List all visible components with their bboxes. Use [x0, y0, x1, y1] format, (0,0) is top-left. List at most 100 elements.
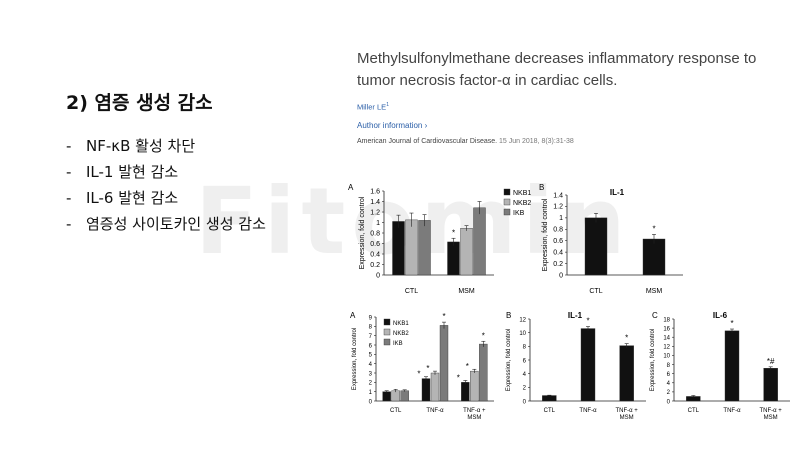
- slide-heading: 2) 염증 생성 감소: [66, 92, 213, 114]
- y-tick-label: 0.8: [370, 230, 380, 237]
- chart-top-b: B IL-1 0 0.2 0.4 0.6 0.8 1 1.2 1.4 Expression, fol…: [539, 183, 683, 295]
- x-tick-label: CTL: [405, 288, 418, 295]
- bar: [724, 330, 740, 402]
- significance-mark: *#: [767, 357, 775, 366]
- legend-swatch: [503, 188, 511, 196]
- chart-title: IL-6: [713, 311, 728, 320]
- y-tick-label: 8: [369, 325, 373, 331]
- bar: [763, 368, 778, 402]
- bar: [400, 390, 409, 402]
- y-tick-label: 12: [663, 345, 670, 351]
- y-tick-label: 4: [667, 381, 671, 387]
- bar: [584, 217, 608, 276]
- panel-letter: A: [350, 311, 356, 320]
- significance-mark: *: [730, 319, 733, 328]
- bullet-text: IL-1 발현 감소: [86, 163, 179, 181]
- x-tick-label: TNF-α +: [616, 408, 639, 414]
- y-tick-label: 2: [369, 381, 373, 387]
- legend-label: IKB: [513, 210, 525, 217]
- legend-swatch: [503, 198, 511, 206]
- bar: [460, 228, 473, 276]
- author-name[interactable]: Miller LE: [357, 102, 387, 112]
- bar: [382, 391, 391, 402]
- article-title[interactable]: Methylsulfonylmethane decreases inflamma…: [357, 50, 757, 89]
- y-tick-label: 0: [559, 272, 563, 279]
- bullet-list: - NF-κB 활성 차단 - IL-1 발현 감소 - IL-6 발현 감소 - 염증…: [66, 136, 266, 240]
- bar: [542, 395, 557, 402]
- legend-label: NKB1: [393, 321, 409, 327]
- chart-bottom-c: C IL-6 0 2 4 6 8 10 12 14 16 18 Expression, fold con…: [650, 311, 790, 421]
- x-tick-label: MSM: [620, 415, 634, 421]
- panel-letter: B: [506, 311, 511, 320]
- significance-mark: *: [417, 370, 420, 379]
- bar: [392, 221, 405, 276]
- legend-label: IKB: [393, 341, 403, 347]
- y-tick-label: 16: [663, 326, 670, 332]
- significance-mark: *: [652, 224, 655, 233]
- y-tick-label: 0.6: [553, 238, 563, 245]
- bar: [479, 343, 488, 402]
- x-tick-label: TNF-α +: [463, 408, 486, 414]
- y-tick-label: 10: [519, 331, 526, 337]
- y-tick-label: 0.8: [553, 227, 563, 234]
- significance-mark: *: [586, 317, 589, 326]
- article-reference: Methylsulfonylmethane decreases inflamma…: [357, 48, 777, 145]
- y-tick-label: 4: [523, 372, 527, 378]
- journal-name: American Journal of Cardiovascular Disea…: [357, 137, 498, 145]
- bar: [470, 370, 479, 402]
- chart-bottom-b: B IL-1 0 2 4 6 8 10 12 Expression, fold control CT…: [506, 311, 646, 421]
- chart-title: IL-1: [610, 188, 625, 197]
- bar: [473, 207, 486, 276]
- bullet-text: NF-κB 활성 차단: [86, 137, 196, 155]
- legend-swatch: [383, 338, 391, 346]
- author-info-link[interactable]: Author information ›: [357, 120, 428, 130]
- y-axis-label: Expression, fold control: [506, 329, 512, 391]
- x-tick-label: TNF-α +: [760, 408, 783, 414]
- x-tick-label: TNF-α: [579, 408, 597, 414]
- y-tick-label: 7: [369, 334, 373, 340]
- legend-swatch: [383, 328, 391, 336]
- y-tick-label: 0.2: [553, 261, 563, 268]
- bullet-item: - IL-6 발현 감소: [66, 188, 266, 214]
- significance-mark: *: [442, 312, 445, 321]
- bar: [430, 372, 440, 402]
- x-tick-label: CTL: [688, 408, 700, 414]
- y-tick-label: 1: [376, 220, 380, 227]
- y-tick-label: 6: [523, 358, 527, 364]
- y-tick-label: 1.4: [370, 199, 380, 206]
- y-tick-label: 0: [667, 399, 671, 405]
- y-tick-label: 8: [667, 363, 671, 369]
- y-tick-label: 0: [376, 272, 380, 279]
- bar: [642, 238, 666, 276]
- x-tick-label: MSM: [458, 288, 475, 295]
- publication-date: 15 Jun 2018, 8(3):31-38: [499, 137, 574, 145]
- y-tick-label: 9: [369, 315, 373, 321]
- significance-mark: *: [482, 331, 485, 340]
- bar: [418, 220, 431, 276]
- y-tick-label: 0.2: [370, 262, 380, 269]
- legend-label: NKB1: [513, 190, 531, 197]
- y-tick-label: 1.2: [370, 209, 380, 216]
- significance-mark: *: [426, 364, 429, 373]
- y-tick-label: 2: [523, 386, 527, 392]
- x-tick-label: CTL: [390, 408, 402, 414]
- significance-mark: *: [452, 228, 455, 237]
- x-tick-label: MSM: [646, 288, 663, 295]
- bar: [405, 219, 418, 276]
- legend-swatch: [503, 208, 511, 216]
- bar: [461, 382, 470, 402]
- y-tick-label: 8: [523, 345, 527, 351]
- y-tick-label: 3: [369, 371, 373, 377]
- y-axis-label: Expression, fold control: [650, 329, 656, 391]
- y-tick-label: 1.6: [370, 188, 380, 195]
- y-axis-label: Expression, fold control: [352, 328, 358, 390]
- bullet-text: 염증성 사이토카인 생성 감소: [86, 215, 266, 233]
- y-tick-label: 0.4: [553, 249, 563, 256]
- y-tick-label: 0: [369, 399, 373, 405]
- y-tick-label: 1.4: [553, 192, 563, 199]
- article-author[interactable]: Miller LE1: [357, 102, 777, 112]
- legend-label: NKB2: [393, 331, 409, 337]
- chart-bottom-a: A 0 1 2 3 4 5 6 7 8 9 Expression, fold control CTL TN…: [350, 311, 494, 421]
- y-tick-label: 12: [519, 317, 526, 323]
- article-citation: American Journal of Cardiovascular Disea…: [357, 138, 777, 145]
